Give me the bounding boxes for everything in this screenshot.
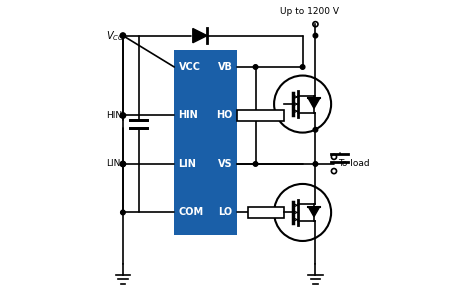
Text: LO: LO: [219, 207, 233, 217]
Bar: [174, 50, 237, 235]
Text: LIN: LIN: [106, 160, 120, 168]
Circle shape: [313, 33, 318, 38]
Circle shape: [120, 33, 125, 38]
Circle shape: [120, 162, 125, 166]
Circle shape: [253, 162, 258, 166]
Text: VS: VS: [218, 159, 233, 169]
Bar: [248, 207, 284, 218]
Text: To load: To load: [338, 160, 370, 168]
Text: HIN: HIN: [179, 111, 198, 120]
Text: LIN: LIN: [179, 159, 196, 169]
Circle shape: [301, 65, 305, 69]
Text: $V_{CC}$: $V_{CC}$: [106, 29, 124, 43]
Circle shape: [253, 65, 258, 69]
Circle shape: [313, 162, 318, 166]
Polygon shape: [308, 207, 320, 217]
Circle shape: [313, 128, 318, 132]
Text: VB: VB: [218, 62, 233, 72]
Polygon shape: [308, 98, 320, 108]
Text: HIN: HIN: [106, 111, 122, 120]
Circle shape: [120, 113, 125, 118]
Polygon shape: [193, 29, 207, 43]
Text: Up to 1200 V: Up to 1200 V: [280, 7, 339, 16]
Text: COM: COM: [179, 207, 204, 217]
Circle shape: [120, 210, 125, 215]
Bar: [237, 110, 284, 121]
Text: HO: HO: [216, 111, 233, 120]
Text: VCC: VCC: [179, 62, 201, 72]
